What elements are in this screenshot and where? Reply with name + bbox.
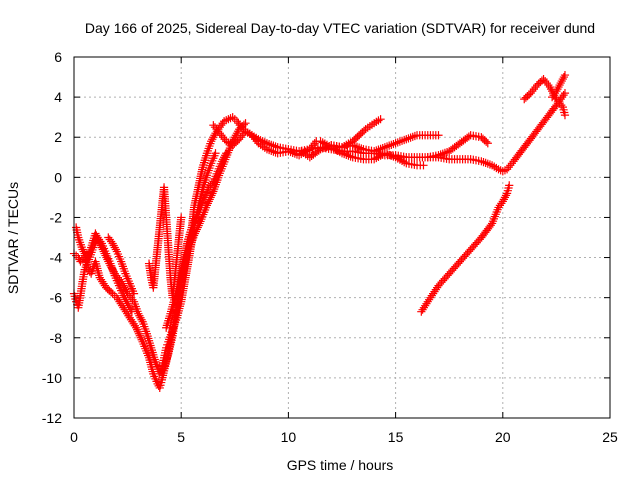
data-point [454, 259, 463, 268]
data-point [461, 250, 471, 259]
data-point [534, 79, 543, 88]
data-point [524, 90, 534, 99]
data-point [351, 134, 361, 143]
x-tick-label: 25 [602, 429, 618, 445]
data-point [230, 139, 239, 148]
data-point [105, 286, 114, 295]
y-tick-label: -2 [50, 209, 63, 225]
data-point [446, 267, 455, 276]
data-point [505, 181, 514, 190]
data-point [353, 132, 362, 141]
data-point [434, 281, 443, 290]
data-point [449, 264, 458, 273]
x-tick-label: 0 [70, 429, 78, 445]
data-point [419, 161, 428, 170]
data-point [469, 241, 478, 251]
data-point [560, 111, 570, 120]
y-axis-label: SDTVAR / TECUs [5, 182, 21, 294]
data-point [520, 95, 529, 104]
data-point [448, 266, 457, 275]
data-point [536, 77, 545, 87]
data-point [457, 255, 466, 264]
data-point [376, 115, 385, 124]
data-point [162, 343, 171, 352]
plot-frame [73, 56, 611, 419]
data-point [560, 89, 570, 98]
data-point [211, 149, 220, 158]
y-tick-label: -8 [50, 330, 63, 346]
data-point [533, 80, 542, 90]
data-point [356, 129, 365, 138]
data-point [480, 136, 489, 145]
data-point [102, 283, 111, 292]
data-point [463, 248, 472, 258]
x-tick-label: 5 [177, 429, 185, 445]
data-point [443, 271, 452, 280]
data-point [483, 139, 492, 148]
data-point [236, 123, 245, 132]
data-point [239, 120, 249, 129]
data-point [177, 213, 186, 222]
data-point [222, 149, 231, 158]
y-tick-label: -12 [42, 410, 62, 426]
data-point [482, 137, 491, 146]
data-point [452, 260, 461, 270]
data-point [472, 238, 481, 247]
data-point [355, 131, 364, 140]
data-point [521, 93, 530, 102]
data-point [106, 288, 116, 297]
x-tick-label: 15 [388, 429, 404, 445]
x-tick-label: 20 [495, 429, 511, 445]
data-point [478, 134, 488, 143]
y-tick-label: 0 [54, 169, 62, 185]
data-point [468, 243, 477, 252]
data-point [103, 285, 112, 294]
data-point [231, 138, 240, 147]
data-point [451, 262, 460, 271]
data-point [434, 131, 443, 140]
data-point [477, 133, 486, 142]
data-point [474, 236, 483, 246]
data-point [440, 274, 449, 283]
chart-title: Day 166 of 2025, Sidereal Day-to-day VTE… [85, 20, 595, 36]
data-point [445, 269, 454, 278]
data-point [465, 247, 474, 256]
data-point [471, 240, 480, 249]
y-tick-label: -4 [50, 250, 63, 266]
data-point [455, 257, 465, 266]
data-point [359, 126, 369, 135]
data-point [238, 122, 247, 131]
data-point [460, 252, 469, 261]
x-tick-labels: 0 5 10 15 20 25 [70, 429, 618, 445]
data-point [241, 119, 250, 128]
data-point [458, 254, 468, 263]
x-axis-label: GPS time / hours [287, 457, 394, 473]
data-point [129, 289, 139, 298]
data-point [358, 128, 367, 137]
data-point [523, 92, 532, 101]
data-point [163, 340, 172, 349]
x-tick-label: 10 [281, 429, 297, 445]
y-tick-label: 4 [54, 89, 62, 105]
y-tick-label: -6 [50, 290, 63, 306]
data-point [442, 272, 451, 282]
data-point [560, 70, 570, 80]
data-point [234, 125, 244, 134]
y-tick-label: 6 [54, 49, 62, 65]
data-point [466, 245, 475, 254]
y-tick-label: -10 [42, 370, 62, 386]
data-point [127, 307, 136, 316]
data-point [438, 276, 448, 285]
data-point [437, 278, 446, 287]
data-point [233, 136, 242, 145]
data-point [435, 279, 445, 289]
data-point [228, 141, 237, 150]
y-tick-labels: -12 -10 -8 -6 -4 -2 0 2 4 6 [42, 49, 62, 426]
data-points [69, 70, 570, 393]
grid-lines [74, 57, 610, 418]
y-tick-label: 2 [54, 129, 62, 145]
